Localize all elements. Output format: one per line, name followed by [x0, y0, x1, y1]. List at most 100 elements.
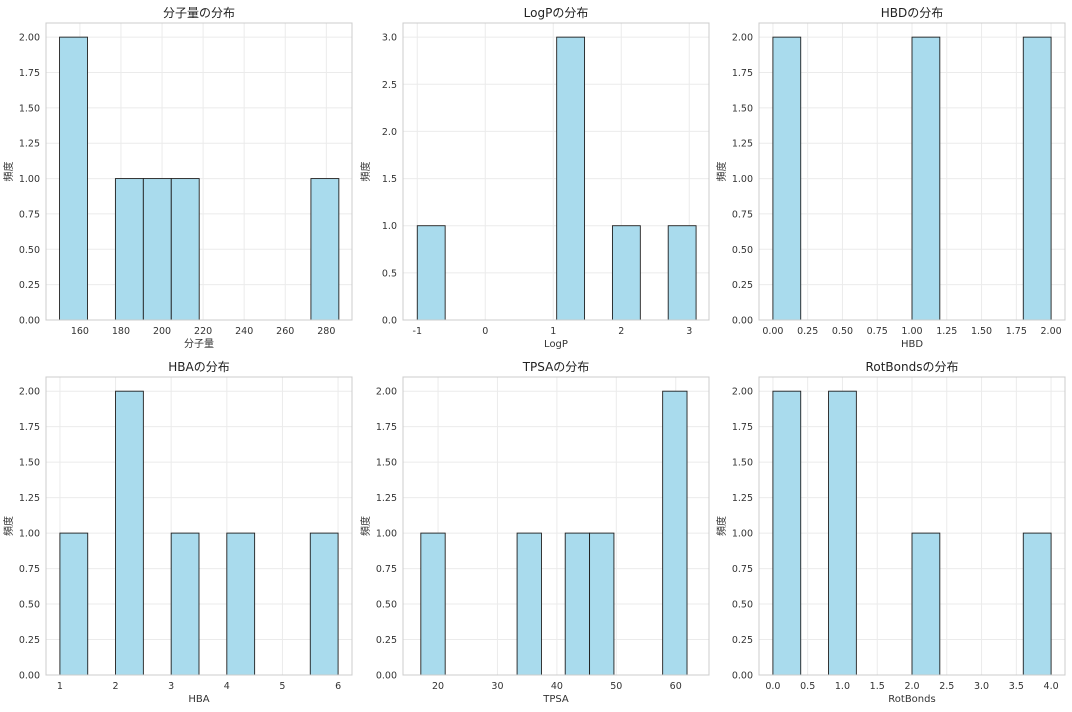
histogram-bar — [310, 178, 340, 321]
x-tick-label: 1.00 — [901, 326, 922, 337]
histogram-bar — [170, 532, 200, 676]
chart-panel: 0.00 0.25 0.50 0.75 1.00 1.25 1.50 1.75 2.00 1 2 3 4… — [2, 360, 353, 705]
y-tick-label: 1.00 — [19, 529, 40, 540]
histogram-bar — [911, 532, 941, 676]
y-tick-label: 2.00 — [19, 33, 40, 44]
y-tick-label: 2.00 — [732, 387, 753, 398]
chart-panel: 0.00 0.25 0.50 0.75 1.00 1.25 1.50 1.75 2.00 20 30… — [359, 360, 710, 705]
y-tick-label: 2.5 — [382, 80, 397, 91]
chart-panel: 0.00 0.25 0.50 0.75 1.00 1.25 1.50 1.75 2.00 0.00… — [715, 6, 1066, 350]
plot-frame — [45, 22, 353, 321]
x-tick-label: 0.50 — [832, 326, 853, 337]
y-tick-label: 0.25 — [732, 280, 753, 291]
y-tick-label: 0.50 — [732, 245, 753, 256]
x-tick-label: 2 — [113, 681, 119, 692]
y-tick-label: 0.75 — [732, 209, 753, 220]
y-tick-label: 1.50 — [19, 458, 40, 469]
histogram-bar — [564, 532, 591, 676]
y-tick-label: 1.25 — [376, 493, 397, 504]
x-tick-label: 180 — [112, 326, 130, 337]
y-tick-label: 1.25 — [732, 139, 753, 150]
y-tick-label: 0.00 — [19, 316, 40, 327]
y-tick-label: 1.5 — [382, 174, 397, 185]
y-tick-label: 0.50 — [19, 245, 40, 256]
y-tick-label: 0.50 — [19, 600, 40, 611]
y-tick-label: 0.00 — [19, 671, 40, 682]
x-tick-label: 50 — [610, 681, 622, 692]
x-tick-label: 5 — [279, 681, 285, 692]
chart-title: RotBondsの分布 — [866, 360, 959, 374]
x-tick-label: 0.5 — [800, 681, 815, 692]
histogram-bar — [114, 178, 144, 321]
y-tick-label: 1.50 — [732, 458, 753, 469]
y-tick-label: 1.50 — [732, 103, 753, 114]
x-tick-label: 1.0 — [835, 681, 850, 692]
y-tick-label: 2.00 — [732, 33, 753, 44]
x-tick-label: 0.75 — [867, 326, 888, 337]
x-tick-label: 1 — [57, 681, 63, 692]
x-tick-label: 2 — [618, 326, 624, 337]
plot-frame — [45, 376, 353, 676]
x-tick-label: -1 — [413, 326, 422, 337]
x-tick-label: 1.5 — [870, 681, 885, 692]
chart-title: LogPの分布 — [524, 6, 589, 20]
histogram-bar — [556, 36, 586, 321]
histogram-bar — [59, 532, 89, 676]
x-tick-label: 40 — [551, 681, 563, 692]
x-tick-label: 280 — [317, 326, 335, 337]
x-tick-label: 260 — [276, 326, 294, 337]
x-tick-label: 2.00 — [1041, 326, 1062, 337]
y-tick-label: 0.0 — [382, 316, 397, 327]
x-tick-label: 20 — [432, 681, 444, 692]
histogram-bar — [772, 390, 802, 676]
y-tick-label: 1.75 — [732, 68, 753, 79]
x-tick-label: 1 — [550, 326, 556, 337]
x-tick-label: 220 — [194, 326, 212, 337]
x-tick-label: 3.5 — [1009, 681, 1024, 692]
histogram-bar — [662, 390, 688, 676]
y-tick-label: 0.75 — [19, 209, 40, 220]
x-tick-label: 160 — [71, 326, 89, 337]
x-axis-label: 分子量 — [184, 338, 214, 350]
y-axis-label: 頻度 — [359, 162, 372, 182]
x-axis-label: HBD — [901, 339, 923, 350]
plot-frame — [758, 22, 1066, 321]
y-tick-label: 1.75 — [732, 422, 753, 433]
x-tick-label: 0.00 — [762, 326, 783, 337]
histogram-bar — [772, 36, 802, 321]
x-axis-label: TPSA — [542, 694, 569, 705]
x-tick-label: 3 — [686, 326, 692, 337]
y-axis-label: 頻度 — [359, 516, 372, 536]
x-tick-label: 3 — [168, 681, 174, 692]
y-tick-label: 1.50 — [376, 458, 397, 469]
histogram-bar — [828, 390, 857, 676]
histogram-bar — [170, 178, 200, 321]
histogram-bar — [1022, 532, 1052, 676]
x-axis-label: HBA — [188, 694, 209, 705]
x-tick-label: 0.0 — [765, 681, 780, 692]
y-axis-label: 頻度 — [2, 516, 15, 536]
y-tick-label: 1.50 — [19, 103, 40, 114]
histogram-bar — [911, 36, 941, 321]
y-tick-label: 2.0 — [382, 127, 397, 138]
y-tick-label: 0.00 — [732, 316, 753, 327]
x-tick-label: 6 — [335, 681, 341, 692]
y-tick-label: 1.75 — [376, 422, 397, 433]
x-tick-label: 1.25 — [936, 326, 957, 337]
plot-frame — [758, 376, 1066, 676]
histogram-bar — [309, 532, 339, 676]
y-tick-label: 0.25 — [376, 635, 397, 646]
y-tick-label: 1.25 — [732, 493, 753, 504]
y-tick-label: 0.00 — [376, 671, 397, 682]
x-tick-label: 30 — [491, 681, 503, 692]
y-tick-label: 1.00 — [732, 529, 753, 540]
y-axis-label: 頻度 — [715, 162, 728, 182]
x-tick-label: 0 — [482, 326, 488, 337]
x-axis-label: LogP — [544, 339, 568, 350]
y-tick-label: 1.25 — [19, 139, 40, 150]
y-tick-label: 1.0 — [382, 221, 397, 232]
y-tick-label: 0.5 — [382, 268, 397, 279]
y-tick-label: 0.50 — [732, 600, 753, 611]
histogram-bar — [59, 36, 88, 321]
